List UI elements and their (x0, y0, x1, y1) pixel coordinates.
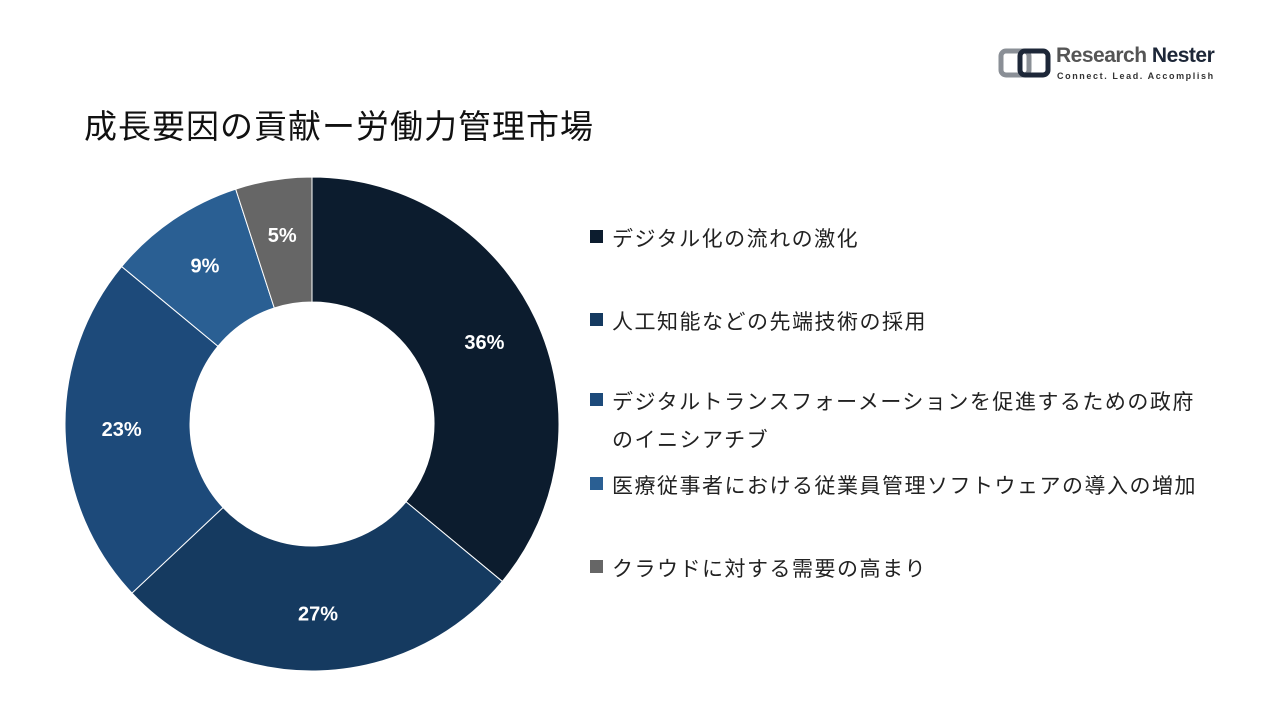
legend-swatch (590, 560, 603, 573)
legend-item: デジタルトランスフォーメーションを促進するための政府のイニシアチブ (590, 383, 1197, 459)
legend-label: クラウドに対する需要の高まり (612, 557, 927, 581)
legend-item: クラウドに対する需要の高まり (590, 550, 1197, 588)
legend-label: デジタル化の流れの激化 (612, 227, 860, 251)
donut-slice (64, 265, 224, 594)
logo-tagline: Connect. Lead. Accomplish (1057, 71, 1215, 81)
donut-slice (311, 176, 560, 583)
slice-value-label: 23% (102, 419, 142, 441)
slice-value-label: 27% (298, 603, 338, 625)
legend-swatch (590, 477, 603, 490)
logo-mark-icon (998, 48, 1051, 78)
chart-title: 成長要因の貢献ー労働力管理市場 (84, 107, 594, 146)
legend-swatch (590, 393, 603, 406)
slice-value-label: 36% (464, 332, 504, 354)
legend-label: 人工知能などの先端技術の採用 (612, 310, 927, 334)
slice-value-label: 5% (268, 225, 297, 247)
legend-label: デジタルトランスフォーメーションを促進するための政府のイニシアチブ (612, 390, 1195, 452)
donut-slice (235, 176, 313, 309)
legend-swatch (590, 313, 603, 326)
donut-slice (131, 501, 504, 672)
legend-swatch (590, 230, 603, 243)
legend-label: 医療従事者における従業員管理ソフトウェアの導入の増加 (612, 474, 1197, 498)
legend-item: 人工知能などの先端技術の採用 (590, 303, 1197, 341)
legend-item: デジタル化の流れの激化 (590, 220, 1197, 258)
legend-item: 医療従事者における従業員管理ソフトウェアの導入の増加 (590, 467, 1197, 505)
donut-chart: 36% 27% 23% 9% 5% (64, 176, 560, 672)
logo-name: Research Nester (1056, 44, 1215, 67)
slice-value-label: 9% (190, 255, 219, 277)
research-nester-logo: Research Nester Connect. Lead. Accomplis… (998, 44, 1218, 88)
